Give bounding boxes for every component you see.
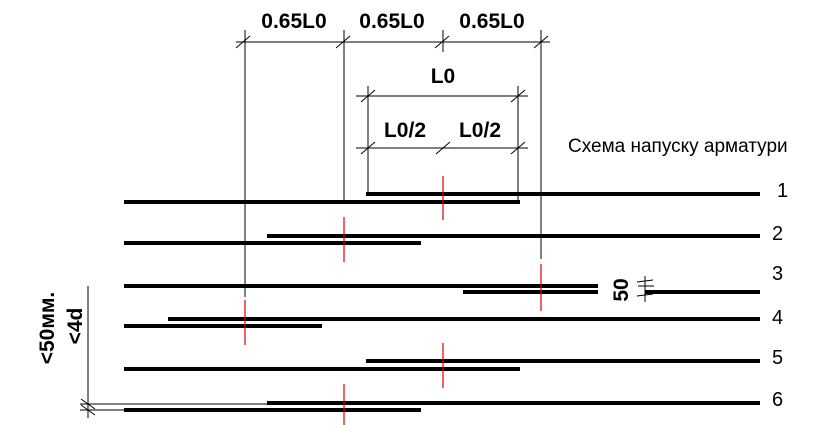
row-label: 1 bbox=[777, 180, 788, 202]
dim-L0: L0 bbox=[431, 65, 456, 88]
dim-4d: <4d bbox=[64, 308, 87, 345]
row-4: 4 bbox=[124, 300, 783, 345]
lap-length-dimension: L0 bbox=[356, 65, 528, 200]
tick bbox=[235, 35, 251, 49]
tick bbox=[360, 141, 376, 155]
dim-0.65L0-third: 0.65L0 bbox=[459, 10, 524, 33]
half-lap-dimension: L0/2 L0/2 bbox=[356, 119, 528, 155]
vertical-clearance-dimension: <50мм. <4d bbox=[36, 286, 268, 418]
row-3: 50 3 bbox=[124, 263, 783, 311]
tick bbox=[636, 279, 654, 283]
dim-gap-50: 50 bbox=[610, 278, 633, 301]
row-2: 2 bbox=[124, 217, 783, 262]
tick bbox=[80, 404, 96, 416]
row-label: 2 bbox=[772, 223, 783, 245]
row-label: 3 bbox=[772, 263, 783, 285]
tick bbox=[435, 141, 451, 155]
row-1: 1 bbox=[124, 176, 788, 220]
tick bbox=[434, 35, 450, 49]
row-label: 4 bbox=[772, 307, 783, 329]
dim-0.65L0-second: 0.65L0 bbox=[359, 10, 424, 33]
tick bbox=[510, 141, 526, 155]
tick bbox=[80, 398, 96, 410]
diagram-title: Схема напуску арматури bbox=[568, 136, 788, 157]
dim-0.65L0-first: 0.65L0 bbox=[261, 10, 326, 33]
top-dimension-chain: 0.65L0 0.65L0 0.65L0 bbox=[235, 10, 550, 297]
tick bbox=[636, 293, 654, 297]
dim-L0-half-left: L0/2 bbox=[384, 119, 426, 142]
row-label: 6 bbox=[772, 389, 783, 411]
dim-L0-half-right: L0/2 bbox=[459, 119, 501, 142]
row-6: 6 bbox=[124, 384, 783, 425]
row-label: 5 bbox=[772, 347, 783, 369]
tick bbox=[335, 35, 351, 49]
row-5: 5 bbox=[124, 343, 783, 388]
dim-clear-50mm: <50мм. bbox=[36, 292, 59, 365]
